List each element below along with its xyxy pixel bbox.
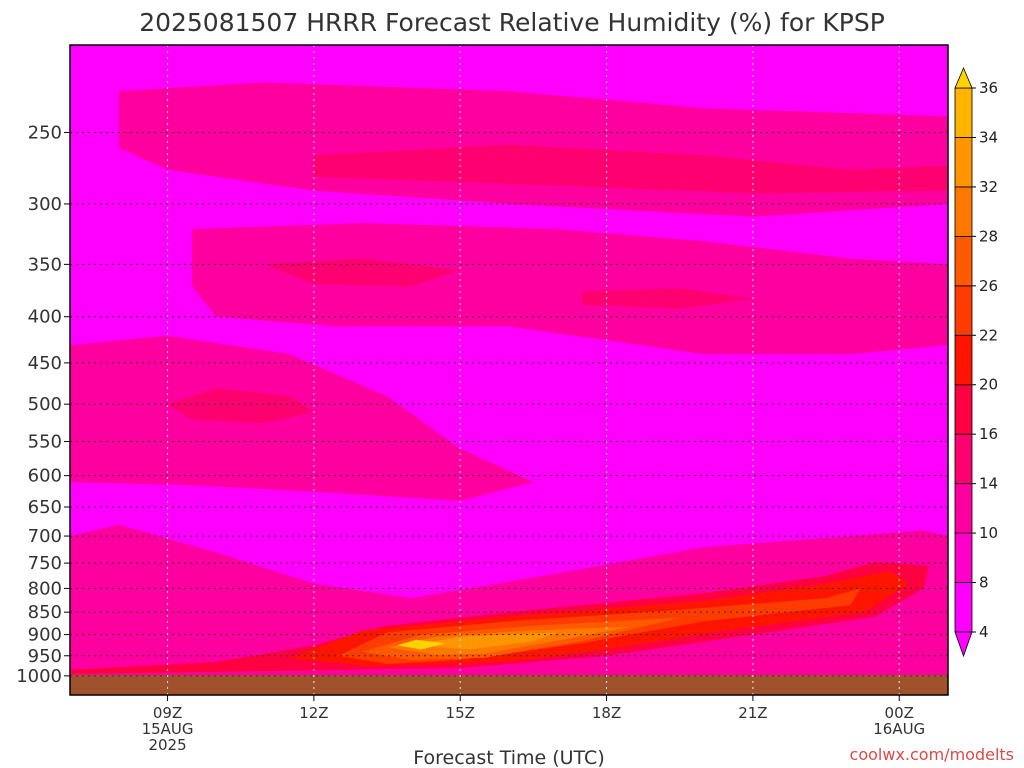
x-tick-label: 21Z (738, 704, 767, 722)
colorbar-band (954, 87, 973, 138)
credit-text: coolwx.com/modelts (850, 745, 1014, 764)
colorbar-band (954, 384, 973, 435)
x-tick-label: 18Z (592, 704, 621, 722)
y-tick-label: 600 (28, 466, 62, 487)
y-tick-label: 500 (28, 394, 62, 415)
x-tick-label: 12Z (299, 704, 328, 722)
y-tick-label: 1000 (16, 666, 62, 687)
colorbar-label: 10 (979, 524, 998, 542)
contour-region-15 (396, 639, 446, 650)
contour-region-8 (313, 144, 948, 194)
x-tick-label: 2025 (148, 736, 186, 754)
colorbar-label: 22 (979, 326, 998, 344)
y-tick-label: 900 (28, 625, 62, 646)
ground-surface (70, 675, 948, 695)
colorbar-label: 20 (979, 376, 998, 394)
colorbar-band (954, 235, 973, 287)
colorbar-label: 26 (979, 277, 998, 295)
y-tick-label: 650 (28, 497, 62, 518)
colorbar-label: 8 (979, 574, 989, 592)
colorbar-band (954, 186, 973, 237)
y-tick-label: 300 (28, 194, 62, 215)
colorbar-band (954, 137, 973, 188)
contour-region-5 (167, 388, 314, 424)
y-tick-label: 250 (28, 122, 62, 143)
contour-region-7 (582, 288, 753, 309)
y-tick-label: 450 (28, 353, 62, 374)
x-tick-label: 00Z (885, 704, 914, 722)
colorbar-label: 36 (979, 79, 998, 97)
plot-frame (69, 44, 949, 696)
colorbar-band (954, 433, 973, 485)
x-tick-label: 16AUG (873, 720, 925, 738)
y-tick-label: 850 (28, 602, 62, 623)
y-axis-pressure: 2503003504004505005506006507007508008509… (16, 122, 70, 687)
contour-region-2 (70, 335, 534, 501)
colorbar-label: 16 (979, 425, 998, 443)
y-tick-label: 700 (28, 526, 62, 547)
x-axis-label: Forecast Time (UTC) (413, 747, 604, 768)
x-tick-label: 09Z (153, 704, 182, 722)
x-tick-label: 15Z (446, 704, 475, 722)
contour-region-3 (191, 223, 948, 355)
x-tick-label: 15AUG (142, 720, 194, 738)
colorbar-label: 4 (979, 623, 989, 641)
plot-grid (70, 45, 948, 695)
contour-region-14 (411, 632, 558, 650)
colorbar-under-triangle (954, 631, 973, 658)
colorbar-band (954, 582, 973, 633)
colorbar-label: 32 (979, 178, 998, 196)
colorbar-band (954, 483, 973, 534)
colorbar-legend: 4 8 10 14 16 20 22 26 28 32 34 36 (954, 66, 998, 658)
colorbar-band (954, 532, 973, 583)
colorbar-label: 34 (979, 128, 998, 146)
colorbar-band (954, 334, 973, 386)
chart-title: 2025081507 HRRR Forecast Relative Humidi… (139, 8, 885, 37)
y-tick-label: 750 (28, 553, 62, 574)
colorbar-over-triangle (954, 66, 973, 89)
y-tick-label: 350 (28, 254, 62, 275)
contour-field (70, 45, 948, 695)
colorbar-band (954, 285, 973, 336)
y-tick-label: 550 (28, 432, 62, 453)
colorbar-label: 28 (979, 227, 998, 245)
y-tick-label: 950 (28, 646, 62, 667)
y-tick-label: 400 (28, 307, 62, 328)
y-tick-label: 800 (28, 578, 62, 599)
colorbar-label: 14 (979, 475, 998, 493)
